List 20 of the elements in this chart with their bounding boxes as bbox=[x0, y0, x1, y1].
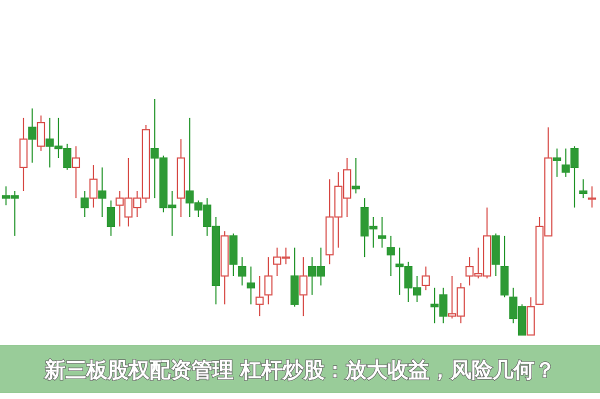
candlestick bbox=[579, 178, 588, 199]
candlestick bbox=[299, 256, 308, 317]
candlestick bbox=[552, 148, 562, 178]
candlestick bbox=[72, 146, 80, 199]
candlestick bbox=[264, 256, 272, 305]
candlestick bbox=[106, 200, 116, 236]
candlestick bbox=[588, 186, 596, 208]
candlestick bbox=[256, 275, 264, 317]
text: 新三板股权配资管理 杠杆炒股：放大收益，风险几何？ bbox=[43, 358, 556, 382]
candlestick bbox=[80, 190, 89, 218]
candlestick bbox=[238, 256, 246, 286]
candlestick bbox=[36, 114, 46, 152]
candlestick bbox=[378, 216, 386, 248]
candlestick bbox=[422, 266, 430, 291]
candlestick bbox=[352, 157, 360, 194]
candlestick bbox=[89, 164, 98, 208]
candlestick bbox=[28, 108, 36, 164]
candlestick bbox=[98, 166, 106, 218]
candlestick bbox=[246, 266, 255, 305]
candlestick bbox=[386, 235, 395, 277]
